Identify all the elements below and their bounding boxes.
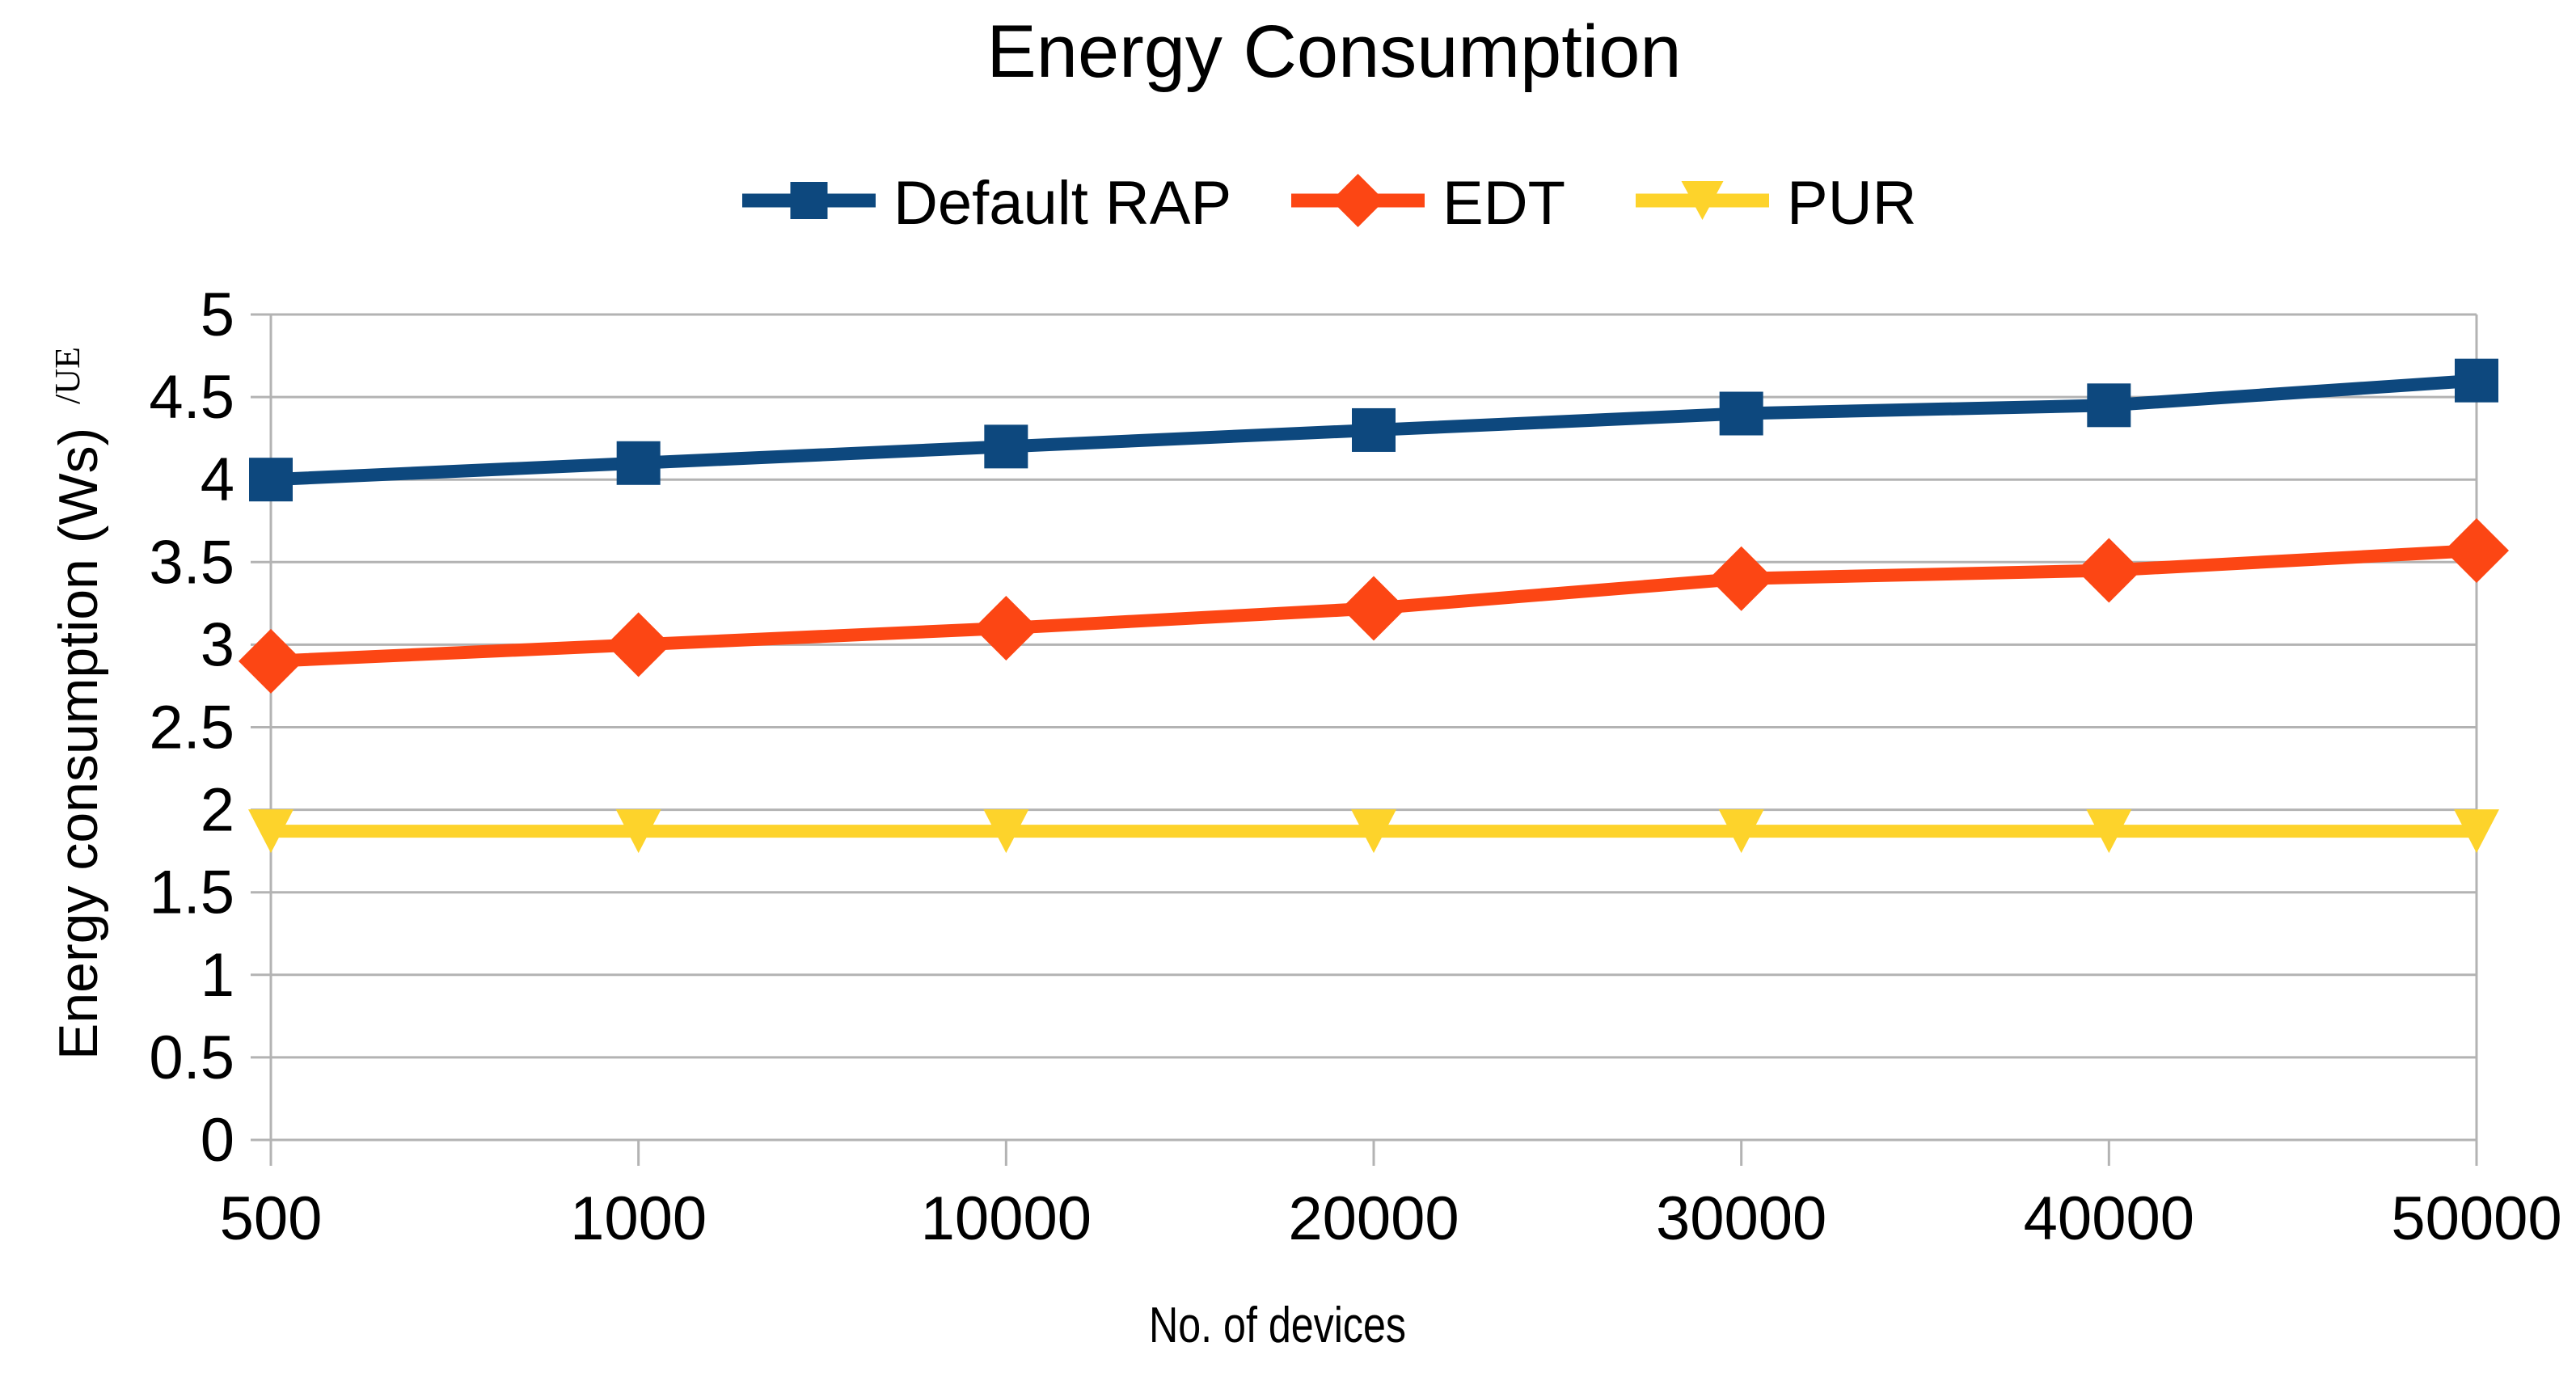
y-tick-label: 3	[201, 610, 234, 679]
y-axis-title-superscript: /UE	[48, 347, 87, 404]
series-pur-triangle-down-marker	[1351, 809, 1396, 854]
y-tick-label: 2	[201, 776, 234, 845]
series-edt-diamond-marker	[2076, 538, 2142, 603]
legend-pur-triangle-down-marker	[1681, 181, 1724, 220]
series-edt-diamond-marker	[239, 628, 303, 694]
x-tick-label: 20000	[1288, 1184, 1459, 1253]
series-edt	[239, 518, 2509, 694]
y-tick-label: 0.5	[149, 1024, 234, 1092]
x-tick-label: 10000	[921, 1184, 1092, 1253]
legend-item-default-rap: Default RAP	[742, 169, 1231, 238]
chart-title: Energy Consumption	[986, 11, 1681, 93]
series-default-rap-square-marker	[616, 441, 661, 485]
series-default-rap-square-marker	[984, 424, 1028, 469]
series-pur-triangle-down-marker	[983, 809, 1029, 854]
legend-label-pur: PUR	[1787, 169, 1916, 238]
legend: Default RAP EDT PUR	[742, 169, 1916, 238]
series-default-rap	[249, 358, 2498, 502]
series-default-rap-square-marker	[1352, 407, 1396, 452]
x-tick-label: 1000	[570, 1184, 707, 1253]
y-tick-label: 3.5	[149, 528, 234, 597]
x-tick-label: 30000	[1656, 1184, 1826, 1253]
y-tick-label: 1.5	[149, 859, 234, 927]
series-pur-triangle-down-marker	[1718, 809, 1764, 854]
x-tick-label: 50000	[2391, 1184, 2561, 1253]
plot-area: 0 0.5 1 1.5 2 2.5 3 3.5 4 4.5 5 500 1000 10000 20000 30…	[149, 281, 2561, 1253]
series-pur	[248, 809, 2499, 854]
series-pur-triangle-down-marker	[2454, 809, 2499, 854]
legend-item-pur: PUR	[1636, 169, 1916, 238]
y-tick-label: 1	[201, 941, 234, 1010]
y-axis-title-main: Energy consumption (Ws)	[48, 428, 109, 1060]
series-edt-diamond-marker	[2444, 518, 2509, 584]
y-tick-label: 2.5	[149, 694, 234, 762]
legend-item-edt: EDT	[1291, 169, 1565, 238]
legend-label-default-rap: Default RAP	[893, 169, 1231, 238]
legend-edt-diamond-marker	[1331, 174, 1385, 227]
series-default-rap-square-marker	[249, 458, 293, 502]
y-tick-label: 4	[201, 445, 234, 514]
series-pur-triangle-down-marker	[248, 809, 293, 854]
series-edt-diamond-marker	[1708, 546, 1774, 611]
y-axis-title: Energy consumption (Ws) /UE	[48, 347, 109, 1060]
x-tick-label: 500	[220, 1184, 323, 1253]
y-tick-label: 5	[201, 281, 234, 349]
x-tick-label: 40000	[2024, 1184, 2194, 1253]
series-default-rap-square-marker	[2455, 358, 2498, 403]
legend-label-edt: EDT	[1442, 169, 1565, 238]
series-default-rap-square-marker	[2087, 383, 2131, 428]
series-pur-triangle-down-marker	[615, 809, 661, 854]
series-edt-diamond-marker	[606, 612, 671, 677]
series-edt-diamond-marker	[973, 595, 1039, 661]
y-tick-label: 4.5	[149, 363, 234, 432]
series-pur-triangle-down-marker	[2086, 809, 2132, 854]
y-tick-label: 0	[201, 1106, 234, 1175]
x-axis-title: No. of devices	[1149, 1298, 1406, 1353]
legend-default-rap-square-marker	[790, 182, 828, 219]
series-edt-diamond-marker	[1341, 576, 1406, 641]
series-default-rap-square-marker	[1719, 391, 1763, 436]
